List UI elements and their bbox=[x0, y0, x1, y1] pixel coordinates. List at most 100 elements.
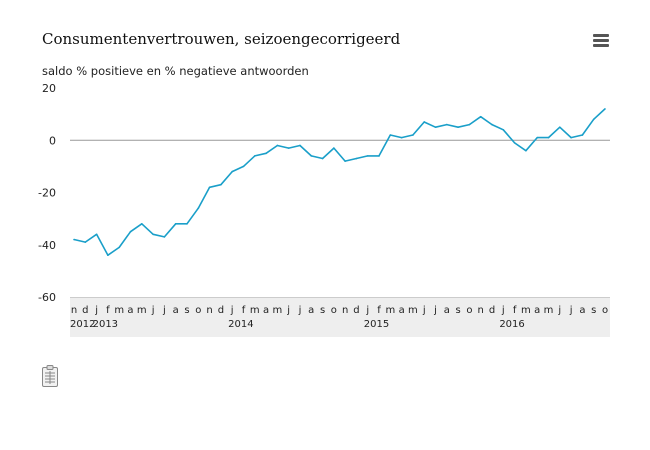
data-point bbox=[581, 134, 584, 136]
data-point bbox=[197, 207, 200, 209]
data-point bbox=[321, 157, 324, 160]
x-month-label: o bbox=[331, 305, 337, 316]
x-month-label: j bbox=[94, 305, 98, 316]
data-point bbox=[412, 134, 414, 136]
data-point bbox=[95, 233, 98, 236]
data-point bbox=[129, 230, 132, 233]
x-month-label: n bbox=[478, 305, 484, 316]
x-year-label: 2015 bbox=[364, 319, 389, 330]
x-month-label: f bbox=[242, 305, 246, 316]
x-month-label: j bbox=[501, 305, 505, 316]
x-axis-band bbox=[70, 297, 610, 337]
data-point bbox=[333, 147, 335, 149]
data-point bbox=[287, 147, 290, 149]
data-point bbox=[84, 241, 87, 243]
data-point bbox=[547, 136, 550, 139]
data-point bbox=[140, 223, 143, 225]
x-month-label: n bbox=[206, 305, 212, 316]
x-month-label: m bbox=[114, 305, 124, 316]
x-year-label: 2016 bbox=[499, 319, 524, 330]
x-month-label: s bbox=[591, 305, 596, 316]
data-point bbox=[355, 157, 358, 160]
data-point bbox=[174, 223, 177, 225]
x-month-label: s bbox=[320, 305, 325, 316]
data-point bbox=[468, 123, 471, 126]
x-month-label: m bbox=[544, 305, 554, 316]
x-month-label: o bbox=[466, 305, 472, 316]
x-month-label: o bbox=[602, 305, 608, 316]
x-month-label: j bbox=[433, 305, 437, 316]
y-tick-label: -60 bbox=[38, 291, 56, 304]
x-month-label: j bbox=[286, 305, 290, 316]
data-point bbox=[389, 134, 392, 136]
data-point bbox=[457, 126, 459, 128]
x-month-label: f bbox=[513, 305, 517, 316]
data-point bbox=[559, 126, 561, 128]
data-point bbox=[400, 136, 403, 139]
y-axis-label: saldo % positieve en % negatieve antwoor… bbox=[42, 64, 309, 78]
data-point bbox=[118, 246, 120, 249]
x-month-label: j bbox=[151, 305, 155, 316]
data-point bbox=[186, 223, 188, 225]
x-month-label: d bbox=[353, 305, 359, 316]
data-point bbox=[107, 254, 109, 256]
hamburger-menu-icon[interactable] bbox=[593, 34, 609, 48]
x-month-label: d bbox=[218, 305, 224, 316]
x-month-label: m bbox=[137, 305, 147, 316]
x-month-label: a bbox=[173, 305, 179, 316]
x-month-label: o bbox=[195, 305, 201, 316]
data-point bbox=[592, 118, 595, 121]
data-point bbox=[242, 165, 245, 168]
x-month-label: m bbox=[272, 305, 282, 316]
x-month-label: a bbox=[444, 305, 450, 316]
data-point bbox=[491, 123, 493, 126]
y-tick-label: -20 bbox=[38, 187, 56, 200]
x-month-label: a bbox=[127, 305, 133, 316]
data-point bbox=[366, 155, 369, 157]
data-point bbox=[344, 160, 346, 162]
data-point bbox=[536, 136, 539, 139]
x-month-label: j bbox=[162, 305, 166, 316]
chart-title: Consumentenvertrouwen, seizoengecorrigee… bbox=[42, 30, 401, 48]
data-point bbox=[73, 238, 75, 241]
data-point bbox=[299, 144, 301, 147]
data-point bbox=[423, 121, 426, 123]
series-line bbox=[73, 108, 606, 256]
x-month-label: m bbox=[408, 305, 418, 316]
x-month-label: m bbox=[250, 305, 260, 316]
data-point bbox=[378, 155, 380, 157]
data-point bbox=[502, 129, 505, 131]
x-month-label: n bbox=[71, 305, 77, 316]
x-month-label: a bbox=[534, 305, 540, 316]
data-point bbox=[434, 126, 437, 128]
x-month-label: j bbox=[230, 305, 234, 316]
x-month-label: j bbox=[422, 305, 426, 316]
data-point bbox=[570, 136, 572, 139]
x-month-label: j bbox=[569, 305, 573, 316]
x-month-label: a bbox=[308, 305, 314, 316]
data-point bbox=[231, 170, 233, 173]
data-point bbox=[253, 155, 256, 157]
x-year-label: 2014 bbox=[228, 319, 253, 330]
data-point bbox=[220, 183, 222, 186]
x-month-label: f bbox=[377, 305, 381, 316]
x-month-label: s bbox=[456, 305, 461, 316]
x-year-label: 2013 bbox=[93, 319, 118, 330]
x-month-label: a bbox=[399, 305, 405, 316]
document-table-icon[interactable] bbox=[42, 365, 58, 387]
data-point bbox=[265, 152, 267, 155]
x-month-label: s bbox=[184, 305, 189, 316]
data-point bbox=[479, 115, 482, 118]
x-month-label: j bbox=[365, 305, 369, 316]
x-month-label: j bbox=[557, 305, 561, 316]
x-month-label: a bbox=[579, 305, 585, 316]
y-tick-label: 0 bbox=[49, 134, 56, 147]
data-point bbox=[276, 144, 279, 147]
x-month-label: m bbox=[521, 305, 531, 316]
data-point bbox=[525, 149, 527, 152]
y-tick-label: -40 bbox=[38, 239, 56, 252]
data-point bbox=[163, 236, 166, 238]
data-point bbox=[604, 108, 606, 110]
data-point bbox=[446, 123, 448, 126]
